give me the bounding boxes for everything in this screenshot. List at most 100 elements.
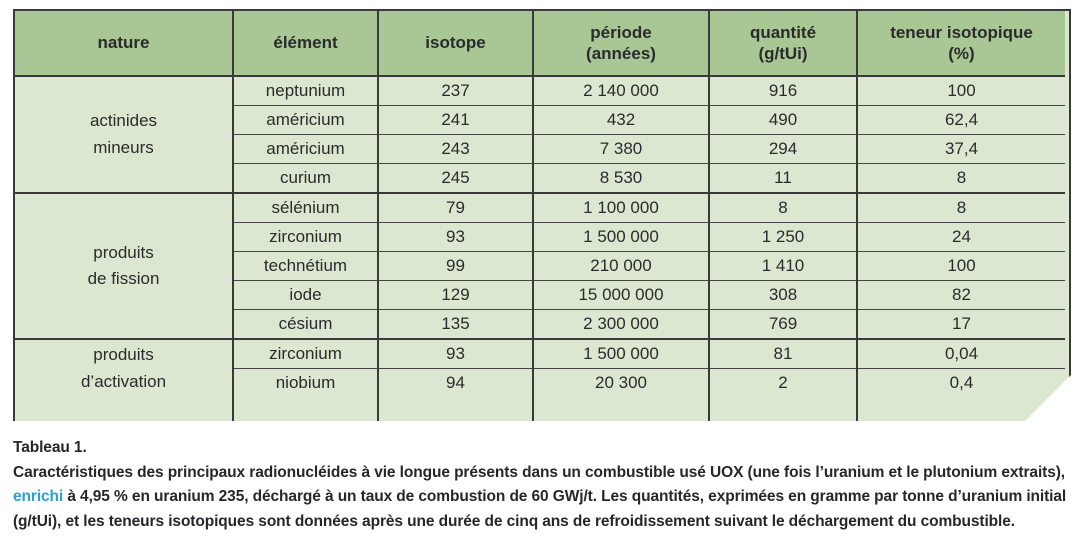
cell-isotope: 241	[378, 106, 533, 135]
table-bottom-spacer	[15, 397, 1065, 421]
header-label: quantité	[749, 22, 817, 42]
group-actinides-mineurs: actinides mineurs neptunium 237 2 140 000…	[15, 76, 1065, 193]
spacer-cell	[15, 397, 233, 421]
nature-line2: mineurs	[93, 137, 154, 157]
nature-line2: de fission	[87, 269, 160, 288]
table-row: curium 245 8 530 11 8	[15, 164, 1065, 194]
cell-quantity: 308	[709, 281, 857, 310]
cell-period: 1 100 000	[533, 193, 709, 223]
table-row: produits de fission sélénium 79 1 100 000…	[15, 193, 1065, 223]
cell-teneur: 8	[857, 193, 1065, 223]
cell-element: zirconium	[233, 223, 378, 252]
cell-teneur: 100	[857, 76, 1065, 106]
cell-period: 2 300 000	[533, 310, 709, 340]
header-label: période	[590, 22, 652, 42]
cell-element: curium	[233, 164, 378, 194]
cell-teneur: 8	[857, 164, 1065, 194]
table-row: niobium 94 20 300 2 0,4	[15, 369, 1065, 398]
column-header-period: période (années)	[533, 11, 709, 76]
cell-element: américium	[233, 106, 378, 135]
cell-isotope: 94	[378, 369, 533, 398]
nature-line1: produits	[93, 242, 154, 262]
radionuclide-table-container: nature élément isotope période (années) q…	[13, 9, 1071, 421]
table-caption: Tableau 1. Caractéristiques des principa…	[13, 436, 1075, 534]
cell-quantity: 2	[709, 369, 857, 398]
cell-quantity: 769	[709, 310, 857, 340]
cell-isotope: 93	[378, 339, 533, 369]
table-row: produits d’activation zirconium 93 1 500 …	[15, 339, 1065, 369]
cell-quantity: 8	[709, 193, 857, 223]
cell-quantity: 1 410	[709, 252, 857, 281]
cell-teneur: 100	[857, 252, 1065, 281]
cell-teneur: 82	[857, 281, 1065, 310]
cell-isotope: 243	[378, 135, 533, 164]
header-row: nature élément isotope période (années) q…	[15, 11, 1065, 76]
cell-teneur: 0,4	[857, 369, 1065, 398]
cell-isotope: 135	[378, 310, 533, 340]
table-row: zirconium 93 1 500 000 1 250 24	[15, 223, 1065, 252]
cell-element: neptunium	[233, 76, 378, 106]
table-row: américium 243 7 380 294 37,4	[15, 135, 1065, 164]
cell-element: sélénium	[233, 193, 378, 223]
header-sublabel: (%)	[948, 44, 975, 63]
column-header-isotope: isotope	[378, 11, 533, 76]
column-header-element: élément	[233, 11, 378, 76]
caption-text-after: à 4,95 % en uranium 235, déchargé à un t…	[13, 488, 1067, 530]
column-header-quantity: quantité (g/tUi)	[709, 11, 857, 76]
nature-cell: produits de fission	[15, 193, 233, 339]
spacer-cell	[533, 397, 709, 421]
cell-period: 1 500 000	[533, 223, 709, 252]
spacer-cell	[378, 397, 533, 421]
cell-period: 210 000	[533, 252, 709, 281]
cell-period: 8 530	[533, 164, 709, 194]
header-label: teneur isotopique	[890, 22, 1033, 42]
cell-period: 7 380	[533, 135, 709, 164]
cell-element: américium	[233, 135, 378, 164]
nature-line1: actinides	[89, 111, 158, 131]
cell-period: 20 300	[533, 369, 709, 398]
cell-element: technétium	[233, 252, 378, 281]
cell-element: zirconium	[233, 339, 378, 369]
cell-element: iode	[233, 281, 378, 310]
cell-isotope: 99	[378, 252, 533, 281]
cell-quantity: 1 250	[709, 223, 857, 252]
cell-quantity: 11	[709, 164, 857, 194]
table-row: iode 129 15 000 000 308 82	[15, 281, 1065, 310]
table-row: américium 241 432 490 62,4	[15, 106, 1065, 135]
cell-element: césium	[233, 310, 378, 340]
cell-period: 2 140 000	[533, 76, 709, 106]
spacer-cell	[857, 397, 1065, 421]
column-header-teneur: teneur isotopique (%)	[857, 11, 1065, 76]
caption-body: Caractéristiques des principaux radionuc…	[13, 461, 1075, 535]
cell-element: niobium	[233, 369, 378, 398]
cell-period: 432	[533, 106, 709, 135]
cell-isotope: 237	[378, 76, 533, 106]
cell-quantity: 916	[709, 76, 857, 106]
header-sublabel: (g/tUi)	[758, 44, 808, 63]
spacer-cell	[233, 397, 378, 421]
cell-teneur: 37,4	[857, 135, 1065, 164]
cell-isotope: 129	[378, 281, 533, 310]
group-produits-activation: produits d’activation zirconium 93 1 500 …	[15, 339, 1065, 421]
cell-isotope: 93	[378, 223, 533, 252]
table-row: césium 135 2 300 000 769 17	[15, 310, 1065, 340]
header-label: isotope	[425, 33, 486, 53]
cell-isotope: 245	[378, 164, 533, 194]
header-sublabel: (années)	[586, 44, 656, 63]
group-produits-de-fission: produits de fission sélénium 79 1 100 000…	[15, 193, 1065, 339]
nature-cell: produits d’activation	[15, 339, 233, 397]
cell-quantity: 294	[709, 135, 857, 164]
cell-isotope: 79	[378, 193, 533, 223]
cell-teneur: 24	[857, 223, 1065, 252]
table-header: nature élément isotope période (années) q…	[15, 11, 1065, 76]
caption-title: Tableau 1.	[13, 439, 87, 456]
nature-line1: produits	[93, 345, 154, 365]
column-header-nature: nature	[15, 11, 233, 76]
cell-teneur: 17	[857, 310, 1065, 340]
cell-period: 1 500 000	[533, 339, 709, 369]
caption-text-before: Caractéristiques des principaux radionuc…	[13, 463, 1065, 481]
cell-quantity: 490	[709, 106, 857, 135]
radionuclide-table: nature élément isotope période (années) q…	[15, 11, 1065, 421]
header-label: élément	[273, 33, 338, 53]
